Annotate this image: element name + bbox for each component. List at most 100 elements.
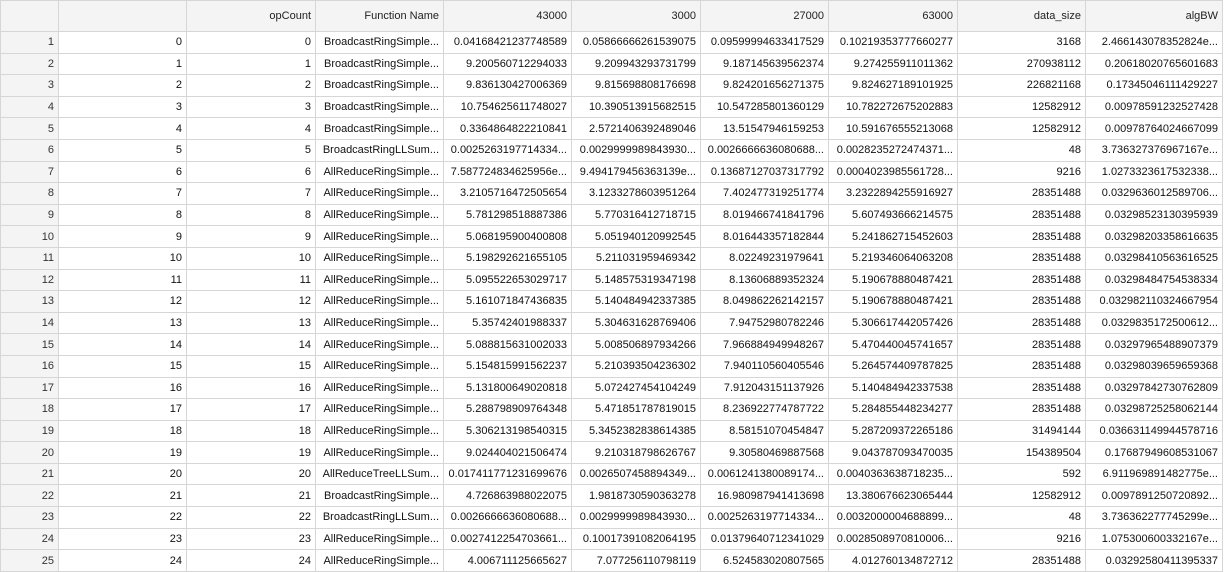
table-cell[interactable]: 0.0026507458894349... [571, 462, 701, 486]
table-cell[interactable]: 5.241862715452603 [828, 225, 958, 248]
table-cell[interactable]: 0.0025263197714334... [700, 506, 829, 529]
row-number-cell[interactable]: 8 [0, 182, 59, 205]
table-cell[interactable]: 13.380676623065444 [828, 484, 958, 508]
index-cell[interactable]: 0 [58, 31, 187, 54]
table-cell[interactable]: 5.210393504236302 [571, 354, 701, 378]
table-cell[interactable]: 0.0028235272474371... [828, 138, 958, 162]
table-cell[interactable]: 5.304631628769406 [571, 311, 701, 335]
index-cell[interactable]: 8 [58, 203, 187, 227]
table-cell[interactable]: 5.288798909764348 [443, 398, 572, 421]
table-cell[interactable]: 0.03298725258062144 [1085, 398, 1223, 421]
table-row[interactable]: 12 11 11 AllReduceRingSimple... 5.0955226530… [0, 268, 1223, 292]
table-cell[interactable]: 10.390513915682515 [571, 95, 701, 119]
table-row[interactable]: 24 23 23 AllReduceRingSimple... 0.0027412254… [0, 527, 1223, 551]
table-row[interactable]: 25 24 24 AllReduceRingSimple... 4.0067111256… [0, 549, 1223, 572]
table-cell[interactable]: 9.210318798626767 [571, 441, 701, 464]
column-header[interactable]: 3000 [571, 0, 701, 32]
row-number-cell[interactable]: 24 [0, 527, 59, 551]
table-cell[interactable]: 270938112 [957, 52, 1086, 76]
table-cell[interactable]: 0.0027412254703661... [443, 527, 572, 551]
table-row[interactable]: 4 3 3 BroadcastRingSimple... 10.754625611748… [0, 95, 1223, 119]
table-cell[interactable]: 9.494179456363139e... [571, 160, 701, 184]
table-cell[interactable]: 9.30580469887568 [700, 441, 829, 464]
row-number-cell[interactable]: 12 [0, 268, 59, 292]
table-cell[interactable]: 28351488 [957, 333, 1086, 356]
table-cell[interactable]: 10 [186, 246, 316, 270]
table-cell[interactable]: 592 [957, 462, 1086, 486]
table-cell[interactable]: 48 [957, 138, 1086, 162]
table-cell[interactable]: 3.736362277745299e... [1085, 506, 1223, 529]
table-cell[interactable]: 10.782272675202883 [828, 95, 958, 119]
table-cell[interactable]: 4.012760134872712 [828, 549, 958, 572]
index-cell[interactable]: 1 [58, 52, 187, 76]
index-cell[interactable]: 24 [58, 549, 187, 572]
table-cell[interactable]: 28351488 [957, 225, 1086, 248]
index-cell[interactable]: 22 [58, 506, 187, 529]
row-number-cell[interactable]: 25 [0, 549, 59, 572]
table-cell[interactable]: 7.940110560405546 [700, 354, 829, 378]
index-cell[interactable]: 20 [58, 462, 187, 486]
column-header[interactable]: opCount [186, 0, 316, 32]
table-cell[interactable]: 28351488 [957, 203, 1086, 227]
table-row[interactable]: 21 20 20 AllReduceTreeLLSum... 0.01741177123… [0, 462, 1223, 486]
table-cell[interactable]: 2.466143078352824e... [1085, 31, 1223, 54]
table-cell[interactable]: 3.2322894255916927 [828, 182, 958, 205]
table-cell[interactable]: 0.03292580411395337 [1085, 549, 1223, 572]
table-cell[interactable]: 5.072427454104249 [571, 376, 701, 400]
row-number-cell[interactable]: 15 [0, 333, 59, 356]
index-cell[interactable]: 23 [58, 527, 187, 551]
table-cell[interactable]: 28351488 [957, 290, 1086, 313]
table-cell[interactable]: 10.754625611748027 [443, 95, 572, 119]
table-cell[interactable]: AllReduceRingSimple... [315, 441, 444, 464]
table-cell[interactable]: 3168 [957, 31, 1086, 54]
table-cell[interactable]: 3.736327376967167e... [1085, 138, 1223, 162]
table-cell[interactable]: 4 [186, 117, 316, 140]
table-cell[interactable]: 6.524583020807565 [700, 549, 829, 572]
table-cell[interactable]: AllReduceRingSimple... [315, 246, 444, 270]
column-header[interactable]: 43000 [443, 0, 572, 32]
table-row[interactable]: 16 15 15 AllReduceRingSimple... 5.1548159915… [0, 354, 1223, 378]
row-number-cell[interactable]: 5 [0, 117, 59, 140]
table-cell[interactable]: 12582912 [957, 117, 1086, 140]
table-row[interactable]: 19 18 18 AllReduceRingSimple... 5.3062131985… [0, 419, 1223, 443]
table-cell[interactable]: 9216 [957, 160, 1086, 184]
table-cell[interactable]: 5.3452382838614385 [571, 419, 701, 443]
table-cell[interactable]: 5.095522653029717 [443, 268, 572, 292]
table-cell[interactable]: BroadcastRingLLSum... [315, 506, 444, 529]
table-cell[interactable]: BroadcastRingSimple... [315, 31, 444, 54]
table-cell[interactable]: 0.0026666636080688... [700, 138, 829, 162]
table-cell[interactable]: 8.049862262142157 [700, 290, 829, 313]
table-cell[interactable]: 15 [186, 354, 316, 378]
row-number-cell[interactable]: 16 [0, 354, 59, 378]
table-cell[interactable]: 0.0097891250720892... [1085, 484, 1223, 508]
table-cell[interactable]: 0.00978591232527428 [1085, 95, 1223, 119]
table-cell[interactable]: 0.03297842730762809 [1085, 376, 1223, 400]
table-cell[interactable]: 0.05866666261539075 [571, 31, 701, 54]
table-cell[interactable]: 2 [186, 74, 316, 97]
table-row[interactable]: 10 9 9 AllReduceRingSimple... 5.068195900400… [0, 225, 1223, 248]
index-cell[interactable]: 18 [58, 419, 187, 443]
table-cell[interactable]: 14 [186, 333, 316, 356]
table-row[interactable]: 13 12 12 AllReduceRingSimple... 5.1610718474… [0, 290, 1223, 313]
table-cell[interactable]: 22 [186, 506, 316, 529]
table-cell[interactable]: 0.01379640712341029 [700, 527, 829, 551]
table-cell[interactable]: AllReduceRingSimple... [315, 182, 444, 205]
index-cell[interactable]: 17 [58, 398, 187, 421]
table-cell[interactable]: 9.043787093470035 [828, 441, 958, 464]
row-number-cell[interactable]: 22 [0, 484, 59, 508]
table-cell[interactable]: 5.35742401988337 [443, 311, 572, 335]
table-cell[interactable]: AllReduceRingSimple... [315, 527, 444, 551]
table-cell[interactable]: AllReduceRingSimple... [315, 376, 444, 400]
table-cell[interactable]: AllReduceRingSimple... [315, 398, 444, 421]
table-cell[interactable]: 0.03298523130395939 [1085, 203, 1223, 227]
table-cell[interactable]: 8.016443357182844 [700, 225, 829, 248]
table-cell[interactable]: 18 [186, 419, 316, 443]
row-number-cell[interactable]: 11 [0, 246, 59, 270]
table-cell[interactable]: 8.13606889352324 [700, 268, 829, 292]
table-cell[interactable]: 28351488 [957, 311, 1086, 335]
table-cell[interactable]: 17 [186, 398, 316, 421]
column-header[interactable]: Function Name [315, 0, 444, 32]
table-cell[interactable]: 0.17345046111429227 [1085, 74, 1223, 97]
row-number-cell[interactable]: 20 [0, 441, 59, 464]
table-cell[interactable]: 6 [186, 160, 316, 184]
